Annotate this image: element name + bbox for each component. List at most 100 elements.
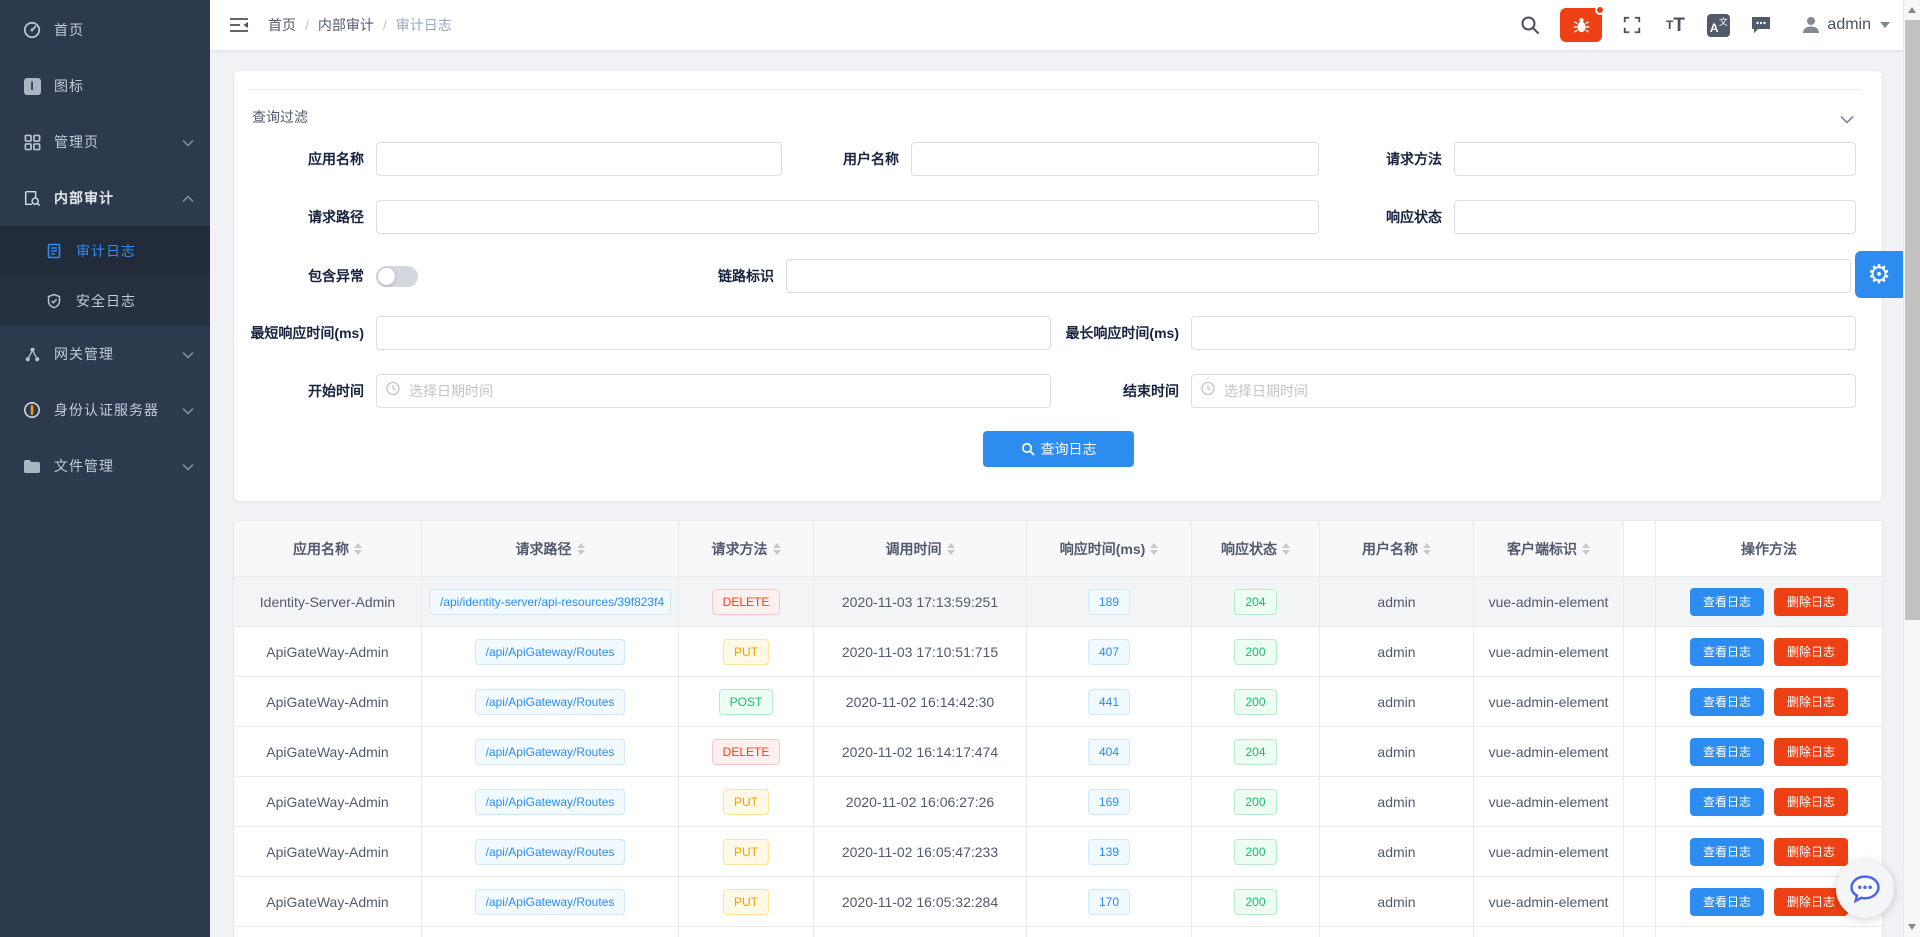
search-icon[interactable] — [1517, 12, 1543, 38]
cell-request-method: POST — [679, 677, 814, 727]
exception-label: 包含异常 — [308, 268, 364, 284]
scroll-up-arrow[interactable] — [1908, 7, 1916, 13]
cell-operations: 查看日志删除日志 — [1656, 727, 1882, 777]
sidebar-item-security-log[interactable]: 安全日志 — [0, 276, 210, 326]
request-path-badge[interactable]: /api/ApiGateway/Routes — [474, 838, 626, 865]
view-log-button[interactable]: 查看日志 — [1689, 837, 1764, 866]
breadcrumb-separator: / — [305, 17, 309, 33]
cell-filler — [1624, 777, 1656, 827]
cell-request-path: /api/ApiGateway/Routes — [422, 777, 679, 827]
fullscreen-icon[interactable] — [1619, 12, 1645, 38]
end-time-input[interactable] — [1191, 374, 1856, 408]
query-logs-button[interactable]: 查询日志 — [983, 431, 1134, 467]
request-path-badge[interactable]: /api/ApiGateway/Routes — [474, 638, 626, 665]
sidebar-item-gateway[interactable]: 网关管理 — [0, 326, 210, 382]
sidebar-item-icons[interactable]: I 图标 — [0, 58, 210, 114]
search-icon — [1021, 442, 1034, 456]
vertical-scrollbar[interactable] — [1903, 0, 1920, 937]
min-response-time-input[interactable] — [376, 316, 1051, 350]
cell-call-time: 2020-11-02 16:05:32:284 — [814, 877, 1027, 927]
request-path-badge[interactable]: /api/ApiGateway/Routes — [474, 738, 626, 765]
cell-client-id: vue-admin-element — [1474, 677, 1624, 727]
breadcrumb-home[interactable]: 首页 — [268, 17, 296, 33]
delete-log-button[interactable]: 删除日志 — [1774, 587, 1849, 616]
sort-icon[interactable] — [772, 542, 781, 555]
cell-app-name: ApiGateWay-Admin — [234, 627, 422, 677]
cell-request-method: PUT — [679, 827, 814, 877]
audit-search-icon — [22, 188, 42, 208]
view-log-button[interactable]: 查看日志 — [1689, 687, 1764, 716]
cell-request-method: PUT — [679, 777, 814, 827]
sort-icon[interactable] — [576, 542, 585, 555]
max-response-time-input[interactable] — [1191, 316, 1856, 350]
user-name-input[interactable] — [911, 142, 1319, 176]
start-time-input[interactable] — [376, 374, 1051, 408]
request-method-input[interactable] — [1454, 142, 1856, 176]
sort-icon[interactable] — [946, 542, 955, 555]
view-log-button[interactable]: 查看日志 — [1689, 787, 1764, 816]
delete-log-button[interactable]: 删除日志 — [1774, 637, 1849, 666]
delete-log-button[interactable]: 删除日志 — [1774, 887, 1849, 916]
sidebar-item-identity-server[interactable]: 身份认证服务器 — [0, 382, 210, 438]
chat-button[interactable] — [1836, 860, 1894, 918]
user-menu[interactable]: admin — [1801, 15, 1890, 35]
scrollbar-thumb[interactable] — [1905, 20, 1920, 620]
request-method-badge: PUT — [723, 638, 769, 665]
message-icon[interactable] — [1748, 12, 1774, 38]
response-status-input[interactable] — [1454, 200, 1856, 234]
divider — [248, 89, 1862, 90]
request-path-badge[interactable]: /api/ApiGateway/Routes — [474, 788, 626, 815]
request-path-badge[interactable]: /api/ApiGateway/Routes — [474, 888, 626, 915]
sort-icon[interactable] — [1423, 542, 1431, 555]
request-path-badge[interactable]: /api/identity-server/api-resources/39f82… — [429, 588, 671, 615]
delete-log-button[interactable]: 删除日志 — [1774, 687, 1849, 716]
sidebar-item-home[interactable]: 首页 — [0, 2, 210, 58]
cell-operations: 查看日志删除日志 — [1656, 777, 1882, 827]
response-status-badge: 200 — [1234, 788, 1277, 815]
request-method-label: 请求方法 — [1386, 151, 1442, 167]
view-log-button[interactable]: 查看日志 — [1689, 637, 1764, 666]
chevron-down-icon — [182, 346, 194, 362]
sort-icon[interactable] — [1282, 542, 1290, 555]
request-method-badge: PUT — [723, 838, 769, 865]
cell-user-name: admin — [1320, 827, 1474, 877]
theme-settings-button[interactable]: ⚙ — [1855, 251, 1903, 298]
sidebar-collapse-icon[interactable] — [226, 13, 252, 37]
delete-log-button[interactable]: 删除日志 — [1774, 737, 1849, 766]
delete-log-button[interactable]: 删除日志 — [1774, 787, 1849, 816]
sort-icon[interactable] — [1582, 542, 1590, 555]
sidebar-item-internal-audit[interactable]: 内部审计 — [0, 170, 210, 226]
breadcrumb-internal-audit[interactable]: 内部审计 — [317, 17, 374, 33]
sidebar-item-audit-log[interactable]: 审计日志 — [0, 226, 210, 276]
sort-icon[interactable] — [1150, 542, 1159, 555]
folder-icon — [22, 456, 42, 476]
table-row: ApiGateWay-Admin/api/ApiGateway/Routes PU… — [234, 777, 1882, 827]
request-path-input[interactable] — [376, 200, 1319, 234]
view-log-button[interactable]: 查看日志 — [1689, 587, 1764, 616]
chat-bubble-icon — [1850, 875, 1880, 904]
audit-log-table: 应用名称 请求路径 请求方法 调用时间 响应时间(ms) 响应状态 用户名称 客… — [234, 521, 1882, 937]
exception-toggle[interactable] — [376, 265, 418, 287]
delete-log-button[interactable]: 删除日志 — [1774, 837, 1849, 866]
sidebar-item-admin-pages[interactable]: 管理页 — [0, 114, 210, 170]
chevron-up-icon — [182, 190, 194, 206]
view-log-button[interactable]: 查看日志 — [1689, 737, 1764, 766]
notification-dot — [1595, 5, 1606, 15]
response-time-badge: 441 — [1087, 688, 1131, 715]
sidebar-item-label: 管理页 — [54, 134, 99, 150]
gear-icon: ⚙ — [1867, 259, 1891, 290]
sort-icon[interactable] — [354, 542, 362, 555]
sidebar-item-file-management[interactable]: 文件管理 — [0, 438, 210, 494]
cell-user-name: admin — [1320, 877, 1474, 927]
request-path-badge[interactable]: /api/ApiGateway/Routes — [474, 688, 626, 715]
trace-id-input[interactable] — [786, 259, 1851, 293]
filter-collapse-icon[interactable] — [1840, 111, 1854, 129]
bug-button[interactable] — [1560, 5, 1606, 42]
view-log-button[interactable]: 查看日志 — [1689, 887, 1764, 916]
cell-filler — [1624, 727, 1656, 777]
sidebar-item-label: 身份认证服务器 — [54, 402, 159, 418]
app-name-input[interactable] — [376, 142, 782, 176]
scroll-down-arrow[interactable] — [1908, 924, 1916, 930]
